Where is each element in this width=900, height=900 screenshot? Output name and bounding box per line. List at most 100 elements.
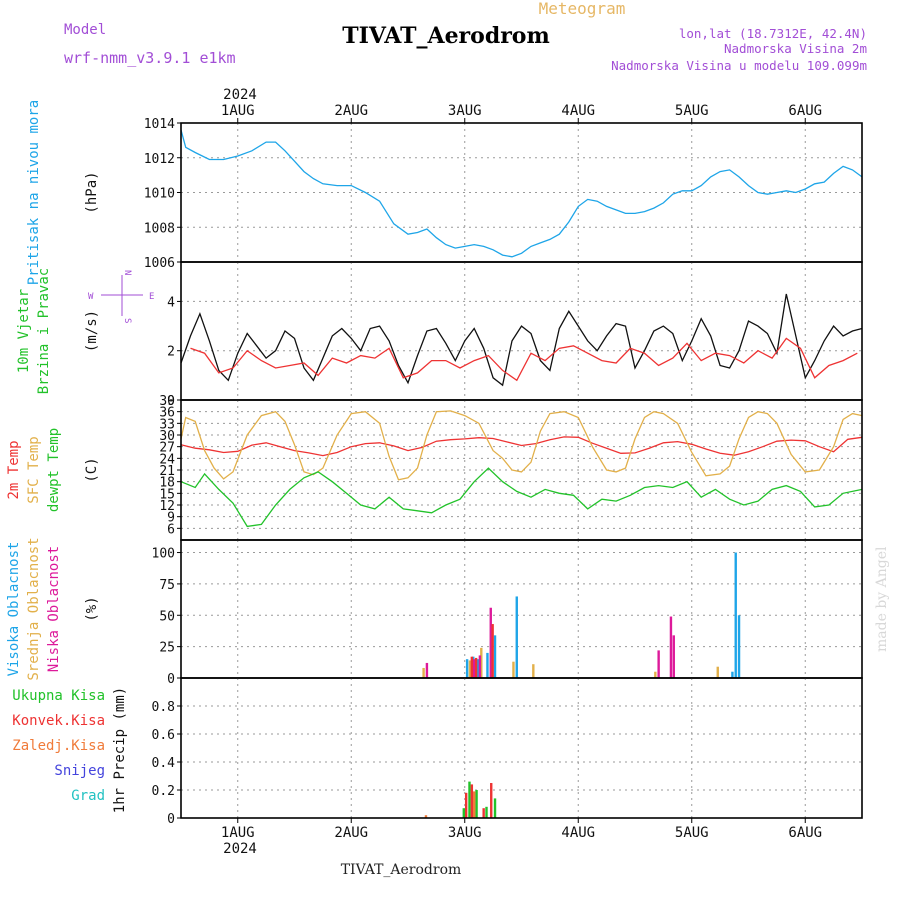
data-bar	[731, 671, 734, 678]
y-tick-label: 36	[159, 406, 175, 421]
data-bar	[734, 552, 737, 678]
series-line	[180, 467, 863, 528]
data-bar	[480, 647, 483, 678]
data-bar	[468, 781, 471, 818]
panel-frame	[180, 677, 863, 819]
panel-label: SFC Temp	[26, 436, 42, 503]
y-tick-label: 0	[167, 394, 175, 409]
panel-precip: 0.8 0.6 0.4 0.2 0 Ukupna Kisa Konvek.Kisa Zaled…	[12, 677, 863, 827]
y-tick-label: 0	[167, 672, 175, 687]
panel-unit: (m/s)	[84, 310, 100, 352]
data-bar	[493, 798, 497, 818]
x-tick-label-top: 3AUG	[448, 103, 482, 119]
data-bar	[490, 783, 493, 818]
compass-east: E	[149, 292, 154, 302]
panel-label: Visoka Oblacnost	[6, 542, 22, 677]
y-tick-label: 24	[159, 452, 175, 467]
data-bar	[462, 808, 466, 818]
panel-label: Brzina i Pravac	[36, 268, 52, 394]
data-bar	[532, 664, 535, 678]
y-tick-label: 50	[159, 609, 175, 624]
y-tick-label: 27	[159, 441, 175, 456]
panel-unit: (C)	[84, 457, 100, 482]
x-tick-label-top: 5AUG	[675, 103, 709, 119]
panel-wind: 4 2 0 10m Vjetar Brzina i Pravac (m/s)	[16, 261, 863, 409]
x-tick-label-top: 2AUG	[334, 103, 368, 119]
y-tick-label: 33	[159, 417, 175, 432]
compass-north: N	[122, 270, 132, 275]
y-tick-label: 21	[159, 464, 175, 479]
footer-title: TIVAT_Aerodrom	[341, 862, 462, 878]
y-tick-label: 100	[152, 547, 175, 562]
x-tick-label-bottom: 1AUG	[221, 825, 255, 841]
panel-unit: (%)	[84, 596, 100, 621]
y-tick-label: 0.8	[152, 700, 175, 715]
x-tick-label-top: 6AUG	[788, 103, 822, 119]
series-line	[180, 436, 863, 457]
location: lon,lat (18.7312E, 42.4N)	[679, 26, 867, 41]
data-bar	[657, 650, 660, 678]
y-tick-label: 0.6	[152, 728, 175, 743]
data-bar	[473, 791, 476, 818]
series-line	[180, 293, 863, 387]
data-bar	[672, 635, 675, 678]
panel-label: Niska Oblacnost	[46, 546, 62, 672]
y-tick-label: 6	[167, 522, 175, 537]
precip-legend-label: Zaledj.Kisa	[12, 738, 105, 754]
y-tick-label: 75	[159, 578, 175, 593]
precip-legend-label: Grad	[71, 788, 105, 804]
data-bar	[465, 659, 469, 678]
panel-clouds: 100 75 50 25 0 Visoka Oblacnost Srednja Oblacn…	[6, 537, 863, 687]
compass-indicator: W E N S	[88, 270, 154, 323]
data-bar	[468, 660, 472, 678]
data-bar	[478, 655, 482, 678]
panel-label: dewpt Temp	[46, 428, 62, 512]
series-line	[180, 129, 863, 258]
data-bar	[489, 607, 492, 678]
data-bar	[485, 806, 488, 818]
data-bar	[491, 624, 494, 678]
y-tick-label: 2	[167, 345, 175, 360]
x-tick-label-bottom: 2AUG	[334, 825, 368, 841]
data-bar	[473, 659, 476, 678]
data-bar	[474, 657, 478, 678]
panel-unit: (hPa)	[84, 171, 100, 213]
watermark: made by Angel	[874, 546, 890, 652]
y-tick-label: 25	[159, 641, 175, 656]
series-line	[180, 410, 863, 481]
year-label-bottom: 2024	[223, 841, 257, 857]
data-bar	[425, 662, 429, 678]
y-tick-label: 1014	[144, 117, 175, 132]
data-bar	[464, 792, 468, 818]
compass-west: W	[88, 292, 94, 302]
page-title: TIVAT_Aerodrom	[342, 23, 550, 49]
y-tick-label: 1010	[144, 187, 175, 202]
x-tick-label-bottom: 3AUG	[448, 825, 482, 841]
y-tick-label: 1006	[144, 256, 175, 271]
model-name: wrf-nmm_v3.9.1 e1km	[64, 49, 236, 67]
y-tick-label: 18	[159, 476, 175, 491]
x-tick-label-top: 4AUG	[561, 103, 595, 119]
y-tick-label: 9	[167, 511, 175, 526]
data-bar	[737, 615, 741, 678]
y-tick-label: 30	[159, 429, 175, 444]
y-tick-label: 0.2	[152, 784, 175, 799]
data-bar	[482, 808, 485, 818]
data-bar	[669, 616, 673, 678]
series-line	[190, 337, 858, 382]
data-bar	[716, 666, 719, 678]
data-bar	[486, 652, 489, 678]
panel-pressure: 1014 1012 1010 1008 1006 Pritisak na nivou mo…	[26, 100, 863, 285]
panel-frame	[180, 261, 863, 401]
data-bar	[493, 635, 497, 678]
y-tick-label: 12	[159, 499, 175, 514]
y-tick-label: 15	[159, 487, 175, 502]
precip-legend-label: Snijeg	[54, 763, 105, 779]
y-tick-label: 4	[167, 295, 175, 310]
y-tick-label: 0	[167, 812, 175, 827]
y-tick-label: 1012	[144, 152, 175, 167]
altitude: Nadmorska Visina 2m	[724, 41, 867, 56]
panel-label: 2m Temp	[6, 440, 22, 499]
